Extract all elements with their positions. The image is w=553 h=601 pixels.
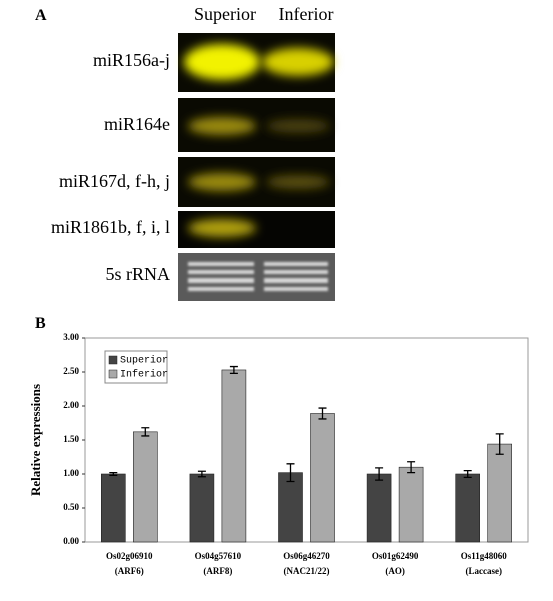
x-tick-note: (ARF6) (115, 566, 144, 576)
error-bar (463, 469, 472, 479)
gel-images (178, 33, 335, 301)
panel-label: B (35, 315, 46, 332)
bar (310, 413, 335, 543)
x-tick-label: Os06g46270 (283, 551, 330, 561)
y-tick-label: 0.50 (63, 502, 79, 512)
y-tick-label: 2.50 (63, 366, 79, 376)
y-tick-label: 1.50 (63, 434, 79, 444)
row-label: 5s rRNA (105, 264, 170, 284)
bar (455, 473, 481, 543)
bar (221, 369, 247, 543)
x-tick-note: (AO) (385, 566, 405, 576)
panel-label: A (35, 7, 47, 24)
error-bar (197, 470, 206, 478)
legend-label: Inferior (120, 369, 168, 381)
error-bar (109, 471, 118, 477)
error-bar (407, 461, 416, 474)
row-label: miR1861b, f, i, l (51, 217, 170, 237)
y-tick-label: 1.00 (63, 468, 79, 478)
y-axis-label: Relative expressions (28, 384, 43, 496)
error-bar (286, 463, 295, 483)
bar (366, 473, 392, 543)
x-tick-note: (Laccase) (465, 566, 501, 576)
x-tick-label: Os02g06910 (106, 551, 153, 561)
bar (278, 472, 303, 543)
y-tick-label: 3.00 (63, 332, 79, 342)
bar (133, 431, 158, 543)
bar (398, 466, 424, 543)
x-tick-note: (NAC21/22) (284, 566, 330, 576)
row-label: miR156a-j (93, 50, 170, 70)
column-label: Inferior (279, 4, 334, 24)
error-bar (495, 433, 504, 455)
error-bar (229, 365, 238, 375)
x-tick-label: Os04g57610 (195, 551, 242, 561)
y-tick-label: 2.00 (63, 400, 79, 410)
legend-swatch (108, 369, 118, 379)
error-bar (375, 467, 384, 481)
bar (189, 473, 215, 543)
column-label: Superior (194, 4, 256, 24)
bar (487, 443, 513, 543)
legend-swatch (108, 355, 118, 365)
x-tick-label: Os01g62490 (372, 551, 419, 561)
y-tick-label: 0.00 (63, 536, 79, 546)
error-bar (141, 427, 150, 437)
legend-label: Superior (120, 355, 168, 367)
x-tick-note: (ARF8) (203, 566, 232, 576)
row-label: miR167d, f-h, j (59, 171, 170, 191)
row-label: miR164e (104, 114, 170, 134)
bar (101, 473, 126, 543)
error-bar (318, 407, 327, 420)
x-tick-label: Os11g48060 (461, 551, 508, 561)
